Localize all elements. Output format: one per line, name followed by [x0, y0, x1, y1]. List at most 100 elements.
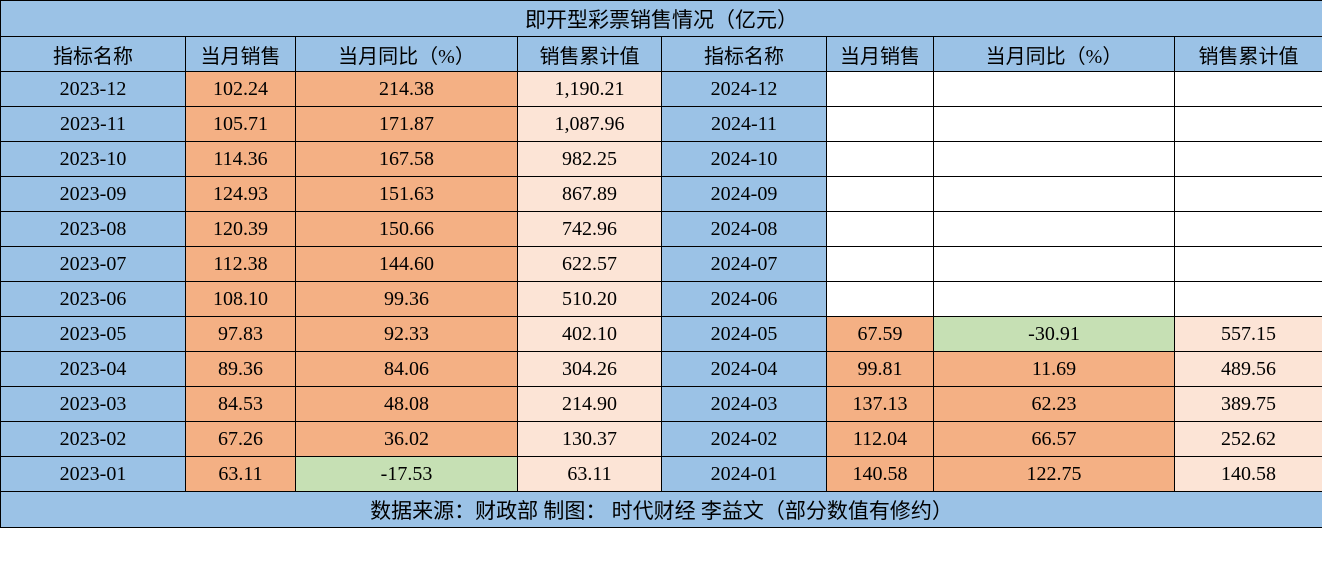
table-cell: 2024-11	[662, 107, 827, 142]
table-cell: 97.83	[186, 317, 296, 352]
table-header-cell: 当月销售	[186, 37, 296, 72]
table-header-row: 指标名称当月销售当月同比（%）销售累计值指标名称当月销售当月同比（%）销售累计值	[1, 37, 1322, 72]
table-cell: 214.38	[296, 72, 518, 107]
table-cell	[934, 247, 1175, 282]
table-cell: 99.81	[827, 352, 934, 387]
table-row: 2023-11105.71171.871,087.962024-11	[1, 107, 1322, 142]
table-cell	[827, 107, 934, 142]
table-cell: 2024-05	[662, 317, 827, 352]
table-cell: 2023-10	[1, 142, 186, 177]
table-cell: 63.11	[186, 457, 296, 492]
table-cell: 112.04	[827, 422, 934, 457]
table-cell: 62.23	[934, 387, 1175, 422]
table-cell: 622.57	[518, 247, 662, 282]
table-cell: 2024-06	[662, 282, 827, 317]
table-cell: 2024-10	[662, 142, 827, 177]
table-cell: 120.39	[186, 212, 296, 247]
table-cell	[1175, 142, 1322, 177]
table-cell	[934, 177, 1175, 212]
table-row: 2023-0163.11-17.5363.112024-01140.58122.…	[1, 457, 1322, 492]
table-cell: 67.59	[827, 317, 934, 352]
table-cell	[1175, 72, 1322, 107]
table-cell: 2023-08	[1, 212, 186, 247]
table-cell: 402.10	[518, 317, 662, 352]
table-cell: 2024-04	[662, 352, 827, 387]
table-cell: 124.93	[186, 177, 296, 212]
table-cell: 2024-09	[662, 177, 827, 212]
table-cell: 105.71	[186, 107, 296, 142]
table-cell: 2023-04	[1, 352, 186, 387]
table-cell: 489.56	[1175, 352, 1322, 387]
table-cell: 2023-05	[1, 317, 186, 352]
table-cell: 140.58	[827, 457, 934, 492]
table-cell: 84.53	[186, 387, 296, 422]
table-cell: 63.11	[518, 457, 662, 492]
table-cell	[827, 247, 934, 282]
table-row: 2023-09124.93151.63867.892024-09	[1, 177, 1322, 212]
table-row: 2023-06108.1099.36510.202024-06	[1, 282, 1322, 317]
table-cell	[1175, 107, 1322, 142]
table-cell: 102.24	[186, 72, 296, 107]
table-cell	[827, 282, 934, 317]
table-cell	[1175, 282, 1322, 317]
table-cell	[934, 142, 1175, 177]
table-cell: 2023-11	[1, 107, 186, 142]
table-cell: 2024-01	[662, 457, 827, 492]
table-row: 2023-0597.8392.33402.102024-0567.59-30.9…	[1, 317, 1322, 352]
table-cell: 2023-02	[1, 422, 186, 457]
table-header-cell: 指标名称	[662, 37, 827, 72]
table-cell: 2024-07	[662, 247, 827, 282]
table-row: 2023-10114.36167.58982.252024-10	[1, 142, 1322, 177]
table-row: 2023-12102.24214.381,190.212024-12	[1, 72, 1322, 107]
table-cell: 2023-01	[1, 457, 186, 492]
table-cell: -30.91	[934, 317, 1175, 352]
table-cell: 304.26	[518, 352, 662, 387]
table-cell: 389.75	[1175, 387, 1322, 422]
table-cell: 122.75	[934, 457, 1175, 492]
table-cell	[827, 72, 934, 107]
table-cell: 92.33	[296, 317, 518, 352]
table-cell: 171.87	[296, 107, 518, 142]
table-cell	[934, 282, 1175, 317]
table-cell: 2023-06	[1, 282, 186, 317]
table-cell: 982.25	[518, 142, 662, 177]
table-cell: 66.57	[934, 422, 1175, 457]
table-cell: 84.06	[296, 352, 518, 387]
table-cell: 11.69	[934, 352, 1175, 387]
table-cell: 2023-07	[1, 247, 186, 282]
table-cell: 867.89	[518, 177, 662, 212]
table-cell: 2023-09	[1, 177, 186, 212]
table-cell: 151.63	[296, 177, 518, 212]
table-cell	[827, 212, 934, 247]
table-cell: -17.53	[296, 457, 518, 492]
lottery-sales-table: 即开型彩票销售情况（亿元）指标名称当月销售当月同比（%）销售累计值指标名称当月销…	[0, 0, 1322, 528]
table-cell	[934, 107, 1175, 142]
table-cell: 2024-02	[662, 422, 827, 457]
table-cell: 742.96	[518, 212, 662, 247]
table-header-cell: 销售累计值	[1175, 37, 1322, 72]
table-cell: 2024-03	[662, 387, 827, 422]
table-row: 2023-08120.39150.66742.962024-08	[1, 212, 1322, 247]
table-cell: 2024-12	[662, 72, 827, 107]
table-cell: 114.36	[186, 142, 296, 177]
table-header-cell: 当月同比（%）	[296, 37, 518, 72]
table-cell: 150.66	[296, 212, 518, 247]
table-wrapper: 即开型彩票销售情况（亿元）指标名称当月销售当月同比（%）销售累计值指标名称当月销…	[0, 0, 1322, 528]
table-cell: 167.58	[296, 142, 518, 177]
table-row: 2023-07112.38144.60622.572024-07	[1, 247, 1322, 282]
table-cell	[1175, 177, 1322, 212]
table-row: 2023-0384.5348.08214.902024-03137.1362.2…	[1, 387, 1322, 422]
table-cell	[934, 212, 1175, 247]
table-row: 2023-0489.3684.06304.262024-0499.8111.69…	[1, 352, 1322, 387]
table-cell: 36.02	[296, 422, 518, 457]
table-cell: 252.62	[1175, 422, 1322, 457]
table-cell	[827, 177, 934, 212]
table-cell: 557.15	[1175, 317, 1322, 352]
table-cell: 99.36	[296, 282, 518, 317]
table-title: 即开型彩票销售情况（亿元）	[1, 1, 1322, 37]
table-cell: 67.26	[186, 422, 296, 457]
table-cell: 112.38	[186, 247, 296, 282]
table-cell: 510.20	[518, 282, 662, 317]
table-cell: 2023-12	[1, 72, 186, 107]
table-footer: 数据来源：财政部 制图： 时代财经 李益文（部分数值有修约）	[1, 492, 1322, 528]
